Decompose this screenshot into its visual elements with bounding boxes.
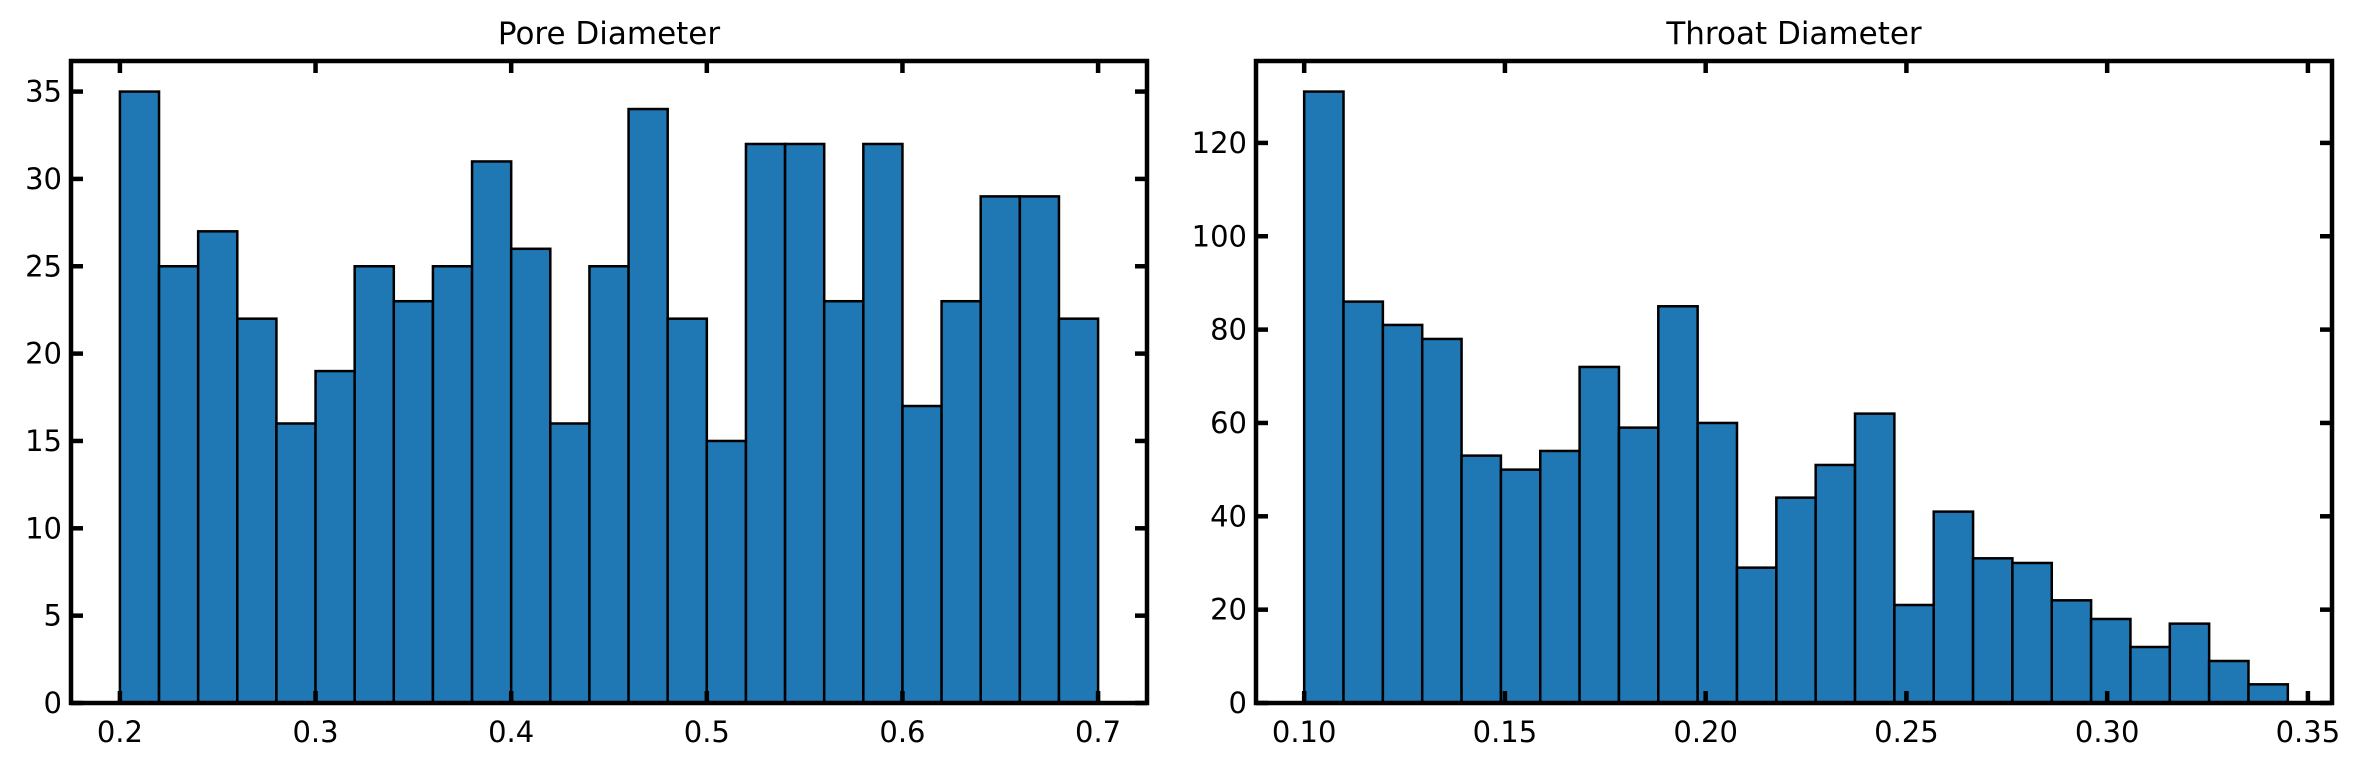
histogram-bar	[1499, 468, 1542, 705]
histogram-bar	[431, 265, 474, 705]
y-tick-label: 15	[25, 424, 62, 458]
x-tick-label: 0.20	[1673, 715, 1738, 749]
histogram-bar	[1893, 603, 1935, 705]
x-tick-label: 0.15	[1473, 715, 1538, 749]
histogram-bar	[549, 422, 591, 705]
throat-diameter-chart: Throat Diameter 0.10 0.15 0.20 0.25 0.30 0.35…	[1192, 16, 2341, 749]
histogram-bar	[1775, 496, 1817, 705]
histogram-bar	[392, 299, 435, 705]
histogram-bar	[2011, 561, 2054, 705]
histogram-bar	[1342, 300, 1385, 705]
histogram-bar	[196, 230, 239, 705]
y-tick-label: 25	[25, 249, 62, 283]
chart-title: Throat Diameter	[1665, 16, 1922, 52]
y-tick-label: 5	[44, 599, 62, 633]
y-tick-label: 20	[1210, 593, 1247, 627]
x-tick-label: 0.10	[1272, 715, 1337, 749]
histogram-bar	[1696, 421, 1739, 705]
x-tick-label: 0.7	[1075, 715, 1121, 749]
histogram-bar	[1617, 426, 1660, 705]
histogram-bar	[1539, 449, 1581, 705]
histogram-bar	[705, 439, 748, 705]
histogram-bar	[979, 195, 1022, 705]
x-tick-label: 0.6	[879, 715, 925, 749]
histogram-bar	[1057, 317, 1100, 705]
histogram-bar	[901, 404, 943, 705]
histogram-bar	[2050, 599, 2093, 705]
y-tick-label: 80	[1210, 313, 1247, 347]
histogram-bar	[1657, 305, 1699, 705]
chart-title: Pore Diameter	[498, 16, 721, 52]
histogram-bar	[2247, 683, 2290, 705]
histogram-bar	[314, 369, 356, 705]
axes-frame	[68, 58, 1150, 706]
y-tick-label: 35	[25, 75, 62, 109]
histogram-bar	[1381, 323, 1424, 705]
y-tick-label: 20	[25, 337, 62, 371]
histogram-bar	[1420, 337, 1463, 705]
x-tick-label: 0.5	[684, 715, 730, 749]
histogram-bar	[236, 317, 278, 705]
histogram-bar	[509, 247, 552, 705]
histogram-bar	[353, 265, 396, 705]
histogram-bar	[666, 317, 709, 705]
bars	[1302, 90, 2290, 705]
histogram-bar	[2168, 622, 2211, 705]
histogram-bar	[157, 265, 200, 705]
y-tick-label: 40	[1210, 499, 1247, 533]
histogram-bar	[1018, 195, 1061, 705]
bars	[118, 90, 1100, 705]
x-tick-label: 0.4	[488, 715, 534, 749]
histogram-bar	[862, 142, 904, 705]
pore-diameter-chart: Pore Diameter 0.2 0.3 0.4 0.5 0.6 0.7 0 5 10 15 20…	[25, 16, 1150, 749]
histogram-bar	[1853, 412, 1896, 705]
y-tick-label: 120	[1192, 126, 1247, 160]
histogram-bar	[2089, 617, 2132, 705]
y-tick-label: 30	[25, 162, 62, 196]
histogram-bar	[2129, 645, 2172, 705]
histogram-bar	[1578, 365, 1621, 705]
histogram-bar	[1932, 510, 1975, 705]
histogram-bar	[627, 107, 669, 705]
histogram-bar	[275, 422, 317, 705]
histogram-bar	[1814, 463, 1857, 705]
x-tick-label: 0.3	[292, 715, 338, 749]
x-tick-label: 0.2	[97, 715, 143, 749]
histogram-bar	[1460, 454, 1503, 705]
histogram-bar	[940, 299, 982, 705]
histogram-bar	[1971, 557, 2014, 705]
x-tick-label: 0.25	[1874, 715, 1939, 749]
histogram-bar	[1735, 566, 1778, 705]
histogram-bar	[783, 142, 826, 705]
x-tick-label: 0.35	[2276, 715, 2341, 749]
y-tick-label: 0	[1229, 686, 1247, 720]
histogram-bar	[1302, 90, 1345, 705]
histogram-bar	[470, 160, 513, 705]
histogram-bar	[744, 142, 787, 705]
histogram-bar	[822, 299, 865, 705]
y-tick-label: 100	[1192, 219, 1247, 253]
histogram-bar	[588, 265, 630, 705]
x-tick-label: 0.30	[2075, 715, 2140, 749]
axes-frame	[1253, 58, 2335, 706]
y-tick-label: 0	[44, 686, 62, 720]
y-tick-label: 10	[25, 511, 62, 545]
histogram-bar	[2207, 659, 2250, 705]
histogram-bar	[118, 90, 161, 705]
y-tick-label: 60	[1210, 406, 1247, 440]
